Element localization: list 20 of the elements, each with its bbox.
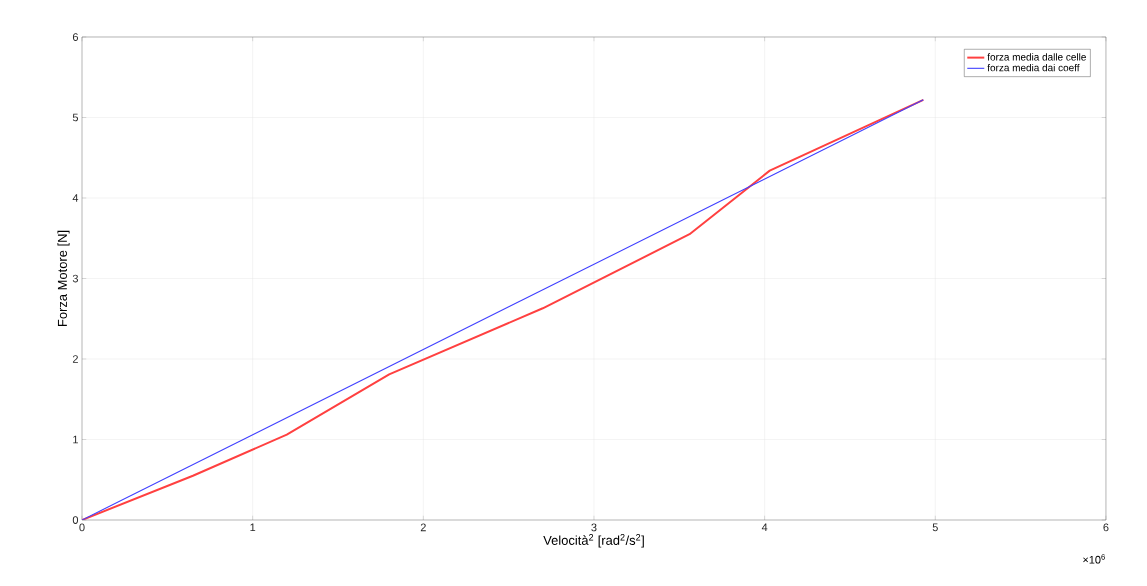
x-tick-label: 0 <box>79 523 85 532</box>
x-axis-title: Velocità$^{2}$ [rad$^{2}$/s$^{2}$] <box>543 534 644 548</box>
y-tick-label: 2 <box>72 355 78 363</box>
x-tick-label: 3 <box>591 523 597 532</box>
x-tick-label: 6 <box>1103 523 1109 532</box>
y-tick-label: 6 <box>72 33 78 41</box>
y-tick-label: 5 <box>72 113 79 122</box>
x-tick-label: 2 <box>420 523 426 532</box>
legend-label: forza media dai coeff <box>987 63 1080 72</box>
text: ×10$^{6}$ <box>1083 554 1105 564</box>
y-tick-label: 4 <box>72 194 79 202</box>
line-series <box>82 98 925 520</box>
y-axis-title: Forza Motore [N] <box>57 230 70 327</box>
y-tick-label: 0 <box>72 516 79 524</box>
x-tick-label: 5 <box>932 523 938 532</box>
legend-label: forza media dalle celle <box>987 53 1086 61</box>
x-tick-label: 4 <box>761 523 768 532</box>
x-tick-label: 1 <box>250 523 256 532</box>
y-tick-label: 3 <box>72 274 78 283</box>
y-tick-label: 1 <box>73 435 78 444</box>
